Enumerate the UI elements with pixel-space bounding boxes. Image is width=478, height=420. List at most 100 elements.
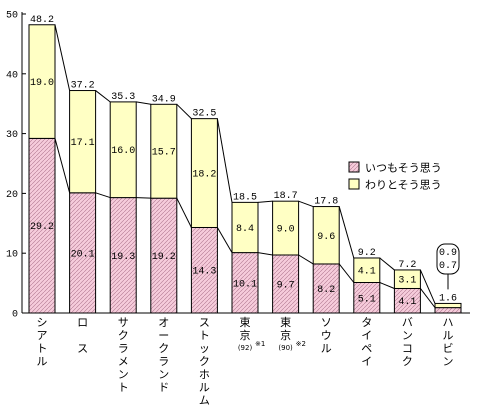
value-label-fairly: 17.1: [71, 138, 95, 149]
category-char: ン: [443, 355, 454, 368]
value-label-fairly: 16.0: [111, 146, 135, 157]
category-char: ラ: [118, 342, 129, 355]
category-char: 京: [240, 328, 251, 342]
category-char: ッ: [199, 342, 210, 355]
category-char: ン: [118, 368, 129, 381]
value-label-always: 10.1: [233, 279, 257, 290]
category-char: タ: [361, 316, 372, 329]
connector-total: [216, 118, 233, 203]
legend-label: わりとそう思う: [365, 179, 442, 192]
bar-segment-fairly: [231, 201, 259, 254]
category-char: ビ: [443, 342, 454, 355]
category-footnote-mark: ※1: [255, 340, 265, 348]
value-label-fairly: 4.1: [358, 267, 376, 278]
connector-total: [298, 200, 314, 208]
y-tick-label: 10: [6, 250, 18, 261]
value-label-always: 8.2: [317, 285, 335, 296]
legend-label: いつもそう思う: [365, 162, 442, 175]
category-char: ル: [199, 381, 210, 394]
connector-lower: [216, 227, 233, 253]
category-char: ク: [158, 342, 169, 355]
bar-segment-fairly: [353, 257, 381, 284]
value-label-always: 14.3: [192, 267, 216, 278]
bar-segment-fairly: [312, 206, 340, 265]
y-tick-label: 30: [6, 130, 18, 141]
category-char: ド: [158, 381, 169, 394]
bar-segment-always: [150, 197, 178, 314]
bar-segment-fairly: [272, 200, 300, 256]
connector-lower: [420, 288, 436, 308]
category-char: ス: [199, 316, 210, 329]
total-label: 1.6: [439, 293, 457, 304]
category-label: ソウル: [321, 316, 332, 355]
category-char: ル: [37, 355, 48, 368]
category-char: バ: [402, 316, 413, 329]
category-char: ト: [118, 381, 129, 394]
bar-segment-always: [109, 197, 137, 314]
total-label: 37.2: [71, 81, 95, 92]
category-char: オ: [158, 316, 169, 329]
value-label-fairly: 8.4: [236, 224, 254, 235]
connector-total: [136, 101, 151, 105]
category-char: ハ: [443, 316, 454, 329]
value-label-always: 20.1: [71, 249, 95, 260]
value-label-fairly: 19.0: [30, 78, 54, 89]
legend-swatch: [348, 178, 360, 190]
total-label: 35.3: [111, 92, 135, 103]
value-label-always: 29.2: [30, 222, 54, 233]
category-char: ペ: [361, 342, 372, 355]
category-label: 東京 (92) ※1: [238, 316, 266, 352]
connector-total: [379, 257, 395, 271]
total-label: 7.2: [398, 260, 416, 271]
bar-segment-always: [28, 137, 56, 314]
bar-segment-always: [190, 226, 218, 314]
category-char: 東: [280, 316, 291, 329]
y-tick-label: 20: [6, 190, 18, 201]
category-char: ト: [37, 342, 48, 355]
bar-segment-always: [272, 254, 300, 314]
connector-lines: [54, 24, 436, 308]
total-label: 17.8: [314, 197, 338, 208]
category-char: ソ: [321, 316, 332, 329]
connector-lower: [379, 282, 395, 289]
category-footnote-mark: ※2: [296, 340, 306, 348]
bar-segment-fairly: [109, 101, 137, 199]
category-char: ウ: [321, 329, 332, 342]
y-tick-label: 50: [6, 11, 18, 22]
legend-swatch: [348, 161, 360, 173]
total-label: 18.5: [233, 192, 257, 203]
category-char: シ: [37, 316, 48, 329]
bar-segment-always: [69, 192, 97, 314]
connector-lower: [338, 263, 355, 283]
category-char: ル: [443, 329, 454, 342]
category-char: ラ: [158, 355, 169, 368]
value-label-fairly: 3.1: [398, 276, 416, 287]
value-label-fairly: 15.7: [152, 148, 176, 159]
category-year: (90): [278, 344, 293, 352]
category-label: 東京 (90) ※2: [278, 316, 306, 352]
total-label: 48.2: [30, 15, 54, 26]
connector-lower: [136, 197, 151, 199]
value-label-always: 19.2: [152, 252, 176, 263]
category-year: (92): [238, 344, 253, 352]
bar-segment-fairly: [393, 269, 421, 289]
category-char: 東: [240, 316, 251, 329]
connector-lower: [54, 138, 71, 193]
connector-total: [54, 24, 71, 91]
connector-lower: [95, 192, 111, 199]
connector-total: [95, 90, 111, 103]
connector-total: [419, 269, 436, 304]
category-char: ホ: [199, 368, 210, 381]
value-label-fairly: 9.0: [277, 225, 295, 236]
category-char: ト: [199, 329, 210, 342]
value-label-always: 19.3: [111, 252, 135, 263]
value-label-always: 5.1: [358, 294, 376, 305]
category-char: 京: [280, 328, 291, 342]
y-tick-label: 40: [6, 70, 18, 81]
bar-segment-always: [434, 307, 462, 314]
value-label-fairly: 18.2: [192, 170, 216, 181]
